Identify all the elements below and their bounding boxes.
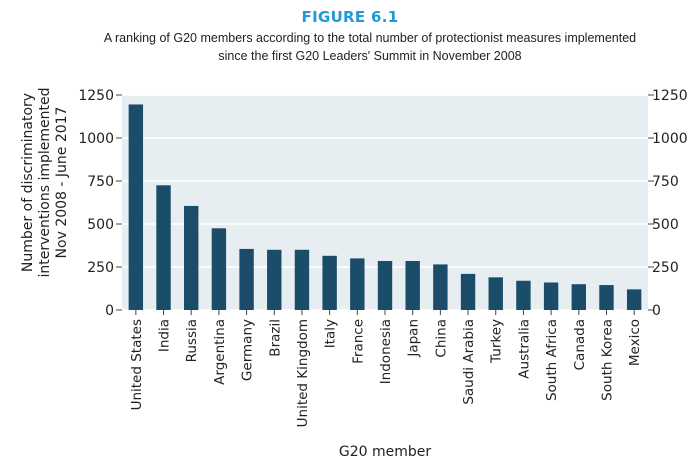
right-tick-label: 500	[652, 217, 679, 233]
bar-united-kingdom	[294, 249, 310, 310]
x-tick-label: Italy	[323, 319, 339, 348]
x-tick-label: United Kingdom	[295, 319, 311, 427]
right-tick-label: 250	[652, 260, 679, 276]
y-axis-title: Number of discriminatory interventions im…	[20, 88, 70, 278]
bar-argentina	[211, 228, 227, 310]
right-y-axis: 0 250 500 750 1000 1250	[648, 88, 688, 319]
y-axis-title-line: Number of discriminatory	[20, 93, 36, 272]
bars	[128, 104, 642, 311]
right-tick-label: 750	[652, 174, 679, 190]
bar-australia	[516, 280, 531, 310]
bar-canada	[571, 284, 586, 310]
left-y-axis: 0 250 500 750 1000 1250	[78, 88, 122, 319]
x-tick-label: France	[350, 319, 366, 364]
right-tick-label: 1250	[652, 88, 688, 104]
x-tick-label: Indonesia	[378, 319, 394, 384]
bar-turkey	[488, 277, 503, 310]
bar-germany	[239, 248, 254, 310]
left-tick-label: 1000	[78, 131, 114, 147]
bar-france	[350, 258, 365, 310]
bar-united-states	[128, 104, 144, 311]
bar-mexico	[626, 289, 642, 310]
y-axis-title-line: Nov 2008 - June 2017	[54, 107, 70, 259]
x-tick-label: Saudi Arabia	[461, 319, 477, 405]
x-tick-label: Australia	[516, 319, 532, 379]
x-tick-label: United States	[129, 319, 145, 410]
y-axis-title-line: interventions implemented	[37, 88, 53, 278]
chart-subtitle-line-2: since the first G20 Leaders' Summit in N…	[218, 49, 522, 63]
x-tick-label: Mexico	[627, 319, 643, 366]
x-tick-label: South Africa	[544, 319, 560, 401]
x-tick-label: Argentina	[212, 319, 228, 385]
bar-south-africa	[543, 282, 559, 310]
bar-saudi-arabia	[460, 273, 476, 310]
left-tick-label: 500	[87, 217, 114, 233]
right-tick-label: 1000	[652, 131, 688, 147]
bar-italy	[322, 255, 337, 310]
x-axis-category-labels: United States India Russia Argentina Germany…	[129, 310, 643, 427]
x-tick-label: Brazil	[267, 319, 283, 357]
x-tick-label: India	[157, 319, 173, 352]
figure-label: FIGURE 6.1	[301, 8, 399, 26]
x-tick-label: Russia	[184, 319, 200, 362]
x-tick-label: Japan	[406, 319, 422, 358]
bar-china	[433, 264, 448, 310]
x-tick-label: Germany	[240, 319, 256, 381]
x-tick-label: Canada	[572, 319, 588, 370]
bar-south-korea	[599, 285, 614, 310]
bar-brazil	[267, 249, 282, 310]
bar-india	[156, 185, 171, 310]
x-tick-label: Turkey	[489, 319, 505, 364]
x-tick-label: China	[433, 319, 449, 358]
chart-subtitle-line-1: A ranking of G20 members according to th…	[103, 31, 637, 45]
left-tick-label: 750	[87, 174, 114, 190]
left-tick-label: 0	[105, 303, 114, 319]
bar-japan	[405, 260, 420, 310]
bar-russia	[184, 205, 199, 310]
right-tick-label: 0	[652, 303, 661, 319]
x-tick-label: South Korea	[599, 319, 615, 401]
left-tick-label: 250	[87, 260, 114, 276]
left-tick-label: 1250	[78, 88, 114, 104]
x-axis-title: G20 member	[339, 444, 432, 460]
bar-indonesia	[377, 260, 393, 310]
